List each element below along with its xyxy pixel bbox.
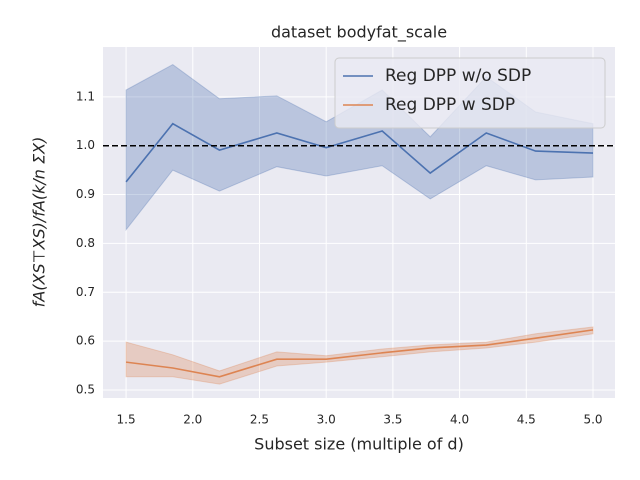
y-tick-label: 0.7 [76,285,95,299]
legend-label: Reg DPP w/o SDP [385,66,531,86]
x-axis-label: Subset size (multiple of d) [254,435,464,454]
x-tick-label: 3.5 [383,413,402,427]
y-tick-label: 1.0 [76,138,95,152]
x-tick-label: 1.5 [117,413,136,427]
legend-label: Reg DPP w SDP [385,95,515,115]
y-axis-label: fA(XS⊤XS)/fA(k/n ΣX) [30,137,49,308]
x-tick-label: 4.0 [450,413,469,427]
y-tick-label: 0.8 [76,236,95,250]
x-tick-label: 5.0 [583,413,602,427]
x-tick-label: 2.0 [183,413,202,427]
series-line [125,122,594,183]
chart-title: dataset bodyfat_scale [271,23,447,43]
x-tick-label: 3.0 [317,413,336,427]
x-tick-label: 4.5 [517,413,536,427]
x-tick-label: 2.5 [250,413,269,427]
y-tick-label: 1.1 [76,89,95,103]
y-tick-label: 0.5 [76,382,95,396]
legend-box [334,57,606,129]
y-tick-label: 0.9 [76,187,95,201]
series-line [125,329,594,378]
y-tick-label: 0.6 [76,334,95,348]
